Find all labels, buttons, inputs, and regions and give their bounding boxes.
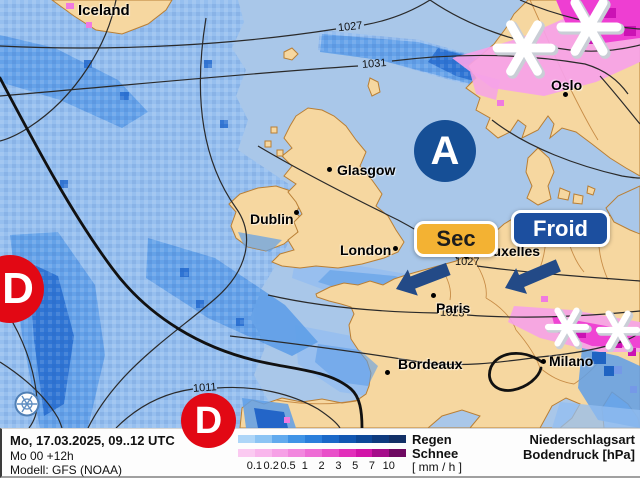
run-forecast-text: Mo 00 +12h	[10, 449, 74, 463]
pressure-title: Bodendruck [hPa]	[523, 447, 635, 462]
label-paris: Paris	[436, 300, 471, 316]
city-dot-milano	[541, 359, 546, 364]
label-dublin: Dublin	[250, 211, 294, 227]
scale-value: 0.2	[263, 460, 279, 472]
city-dot-oslo	[563, 92, 568, 97]
label-milano: Milano	[549, 353, 594, 369]
label-oslo: Oslo	[551, 77, 583, 93]
land-denmark	[525, 147, 555, 206]
label-london: London	[340, 242, 392, 258]
front-lines	[0, 76, 544, 428]
scale-value: 0.5	[280, 460, 296, 472]
scale-value: 3	[335, 460, 342, 472]
land-britain	[271, 107, 405, 269]
cold-air-label: Froid	[511, 210, 610, 247]
info-footer: Mo, 17.03.2025, 09..12 UTC Mo 00 +12h Mo…	[0, 428, 640, 478]
scale-values-row: 0.1 0.2 0.5 1 2 3 5 7 10	[238, 460, 414, 472]
city-dot-bordeaux	[385, 370, 390, 375]
isobar-label-1027-north: 1027	[337, 19, 364, 35]
isobar-label-1027-mid: 1027	[455, 256, 480, 268]
precip-type-title: Niederschlagsart	[529, 432, 636, 447]
city-dot-london	[393, 246, 398, 251]
unit-label: [ mm / h ]	[412, 460, 463, 474]
isobar-label-1031: 1031	[361, 56, 387, 72]
city-dot-dublin	[294, 210, 299, 215]
scale-value: 2	[318, 460, 325, 472]
dry-air-label: Sec	[414, 221, 498, 257]
low-pressure-badge-south: D	[181, 393, 236, 448]
label-iceland: Iceland	[78, 2, 130, 19]
scale-value: 7	[368, 460, 376, 472]
wind-arrows	[396, 259, 561, 296]
arrow-left-icon	[505, 259, 561, 294]
city-dot-glasgow	[327, 167, 332, 172]
city-dot-paris	[431, 293, 436, 298]
scale-value: 0.1	[246, 460, 263, 472]
valid-time-text: Mo, 17.03.2025, 09..12 UTC	[10, 433, 175, 448]
high-pressure-badge: A	[414, 120, 476, 182]
scale-value: 1	[301, 460, 308, 472]
rain-color-scale	[238, 435, 406, 443]
arrow-left-icon	[396, 262, 451, 296]
label-glasgow: Glasgow	[337, 162, 396, 178]
snow-color-scale	[238, 449, 406, 457]
rain-area-land	[238, 232, 640, 428]
scale-value: 10	[382, 460, 395, 472]
rain-legend-label: Regen	[412, 432, 452, 447]
map-canvas: Iceland Oslo Glasgow Dublin London Bruxe…	[0, 0, 640, 428]
wetter3-logo-icon[interactable]	[14, 391, 40, 417]
model-text: Modell: GFS (NOAA)	[10, 463, 123, 477]
scale-value: 5	[352, 460, 359, 472]
label-bordeaux: Bordeaux	[398, 356, 463, 372]
snow-legend-label: Schnee	[412, 446, 459, 461]
